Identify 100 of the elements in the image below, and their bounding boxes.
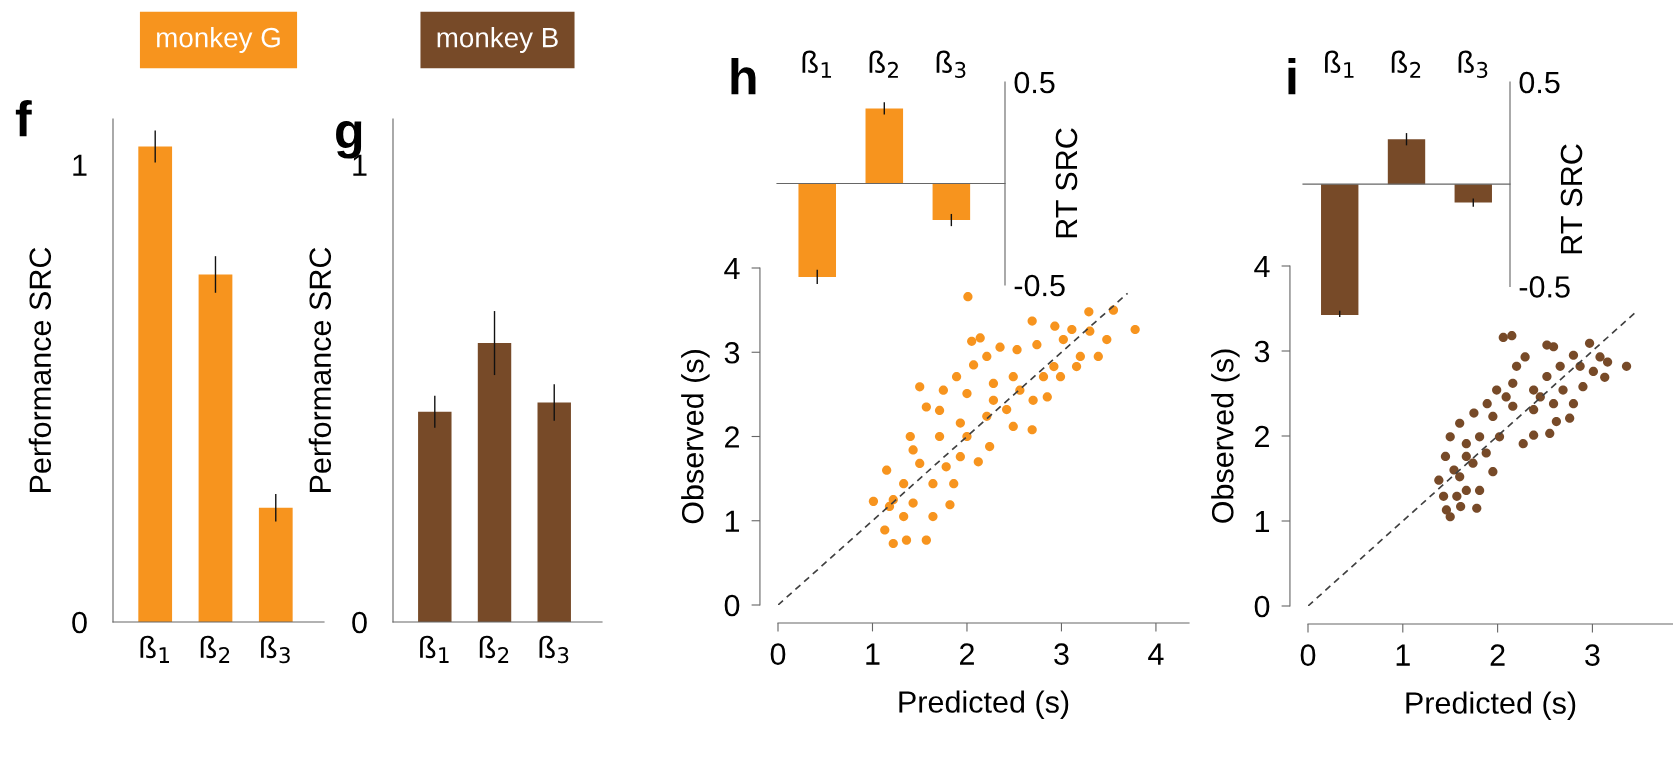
x-tick-label: ß$_{3}$ (539, 635, 569, 664)
point (1529, 405, 1539, 415)
x-tick-label: 2 (1490, 644, 1505, 666)
chart-title: f (15, 100, 32, 137)
point (1461, 439, 1471, 449)
bar (138, 146, 173, 622)
y-tick-label: 2 (1255, 425, 1269, 448)
x-tick-label: ß$_{2}$ (1391, 50, 1421, 78)
point (1488, 411, 1498, 422)
x-tick-label: 4 (1148, 643, 1164, 665)
point (1468, 458, 1478, 468)
point (1461, 485, 1471, 496)
x-tick-label: ß$_{2}$ (479, 635, 509, 663)
y-tick-label: 3 (1254, 340, 1270, 363)
point (1508, 401, 1518, 411)
point (1578, 382, 1588, 392)
bar (537, 402, 571, 622)
y-tick-label: 0 (1254, 595, 1270, 618)
point (1456, 501, 1466, 512)
point (1545, 428, 1555, 439)
x-tick-label: ß$_{1}$ (802, 50, 832, 78)
point (1472, 503, 1482, 513)
x-tick-label: ß$_{3}$ (1458, 50, 1488, 79)
point (1507, 331, 1517, 341)
text: monkey B (437, 27, 558, 53)
point (1455, 418, 1465, 428)
point (1449, 465, 1459, 475)
chart-title: h (731, 58, 756, 95)
x-axis-title: Predicted (s) (1406, 691, 1576, 720)
x-tick-label: 1 (1396, 644, 1410, 666)
text: monkey G (157, 27, 280, 53)
point (1548, 399, 1559, 409)
point (1511, 361, 1522, 371)
point (1588, 366, 1598, 377)
y-tick-label: 2 (725, 426, 739, 448)
x-tick-label: ß$_{1}$ (140, 635, 169, 663)
y-tick-label: 0.5 (1014, 71, 1055, 94)
y-axis-title: Performance SRC (308, 247, 332, 492)
y-axis-title: RT SRC (1560, 144, 1583, 254)
point (1474, 432, 1485, 442)
x-tick-label: ß$_{3}$ (936, 50, 966, 79)
point (1621, 361, 1632, 371)
point (1461, 451, 1471, 462)
point (1474, 485, 1485, 496)
point (1600, 372, 1610, 382)
y-tick-label: 4 (1254, 256, 1270, 278)
x-tick-label: 1 (866, 643, 880, 665)
x-tick-label: 3 (1585, 644, 1600, 666)
point (1551, 416, 1561, 427)
point (1445, 432, 1455, 442)
point (1498, 332, 1508, 343)
y-tick-label: -0.5 (1014, 274, 1065, 297)
x-tick-label: ß$_{2}$ (869, 50, 898, 78)
x-tick-label: ß$_{1}$ (1325, 50, 1354, 78)
point (1445, 512, 1455, 522)
y-tick-label: 0 (724, 594, 740, 617)
x-tick-label: 3 (1054, 643, 1069, 665)
y-tick-label: 0.5 (1519, 71, 1560, 94)
y-tick-label: -0.5 (1519, 276, 1570, 298)
bar (477, 343, 512, 622)
point (1518, 439, 1528, 449)
point (1548, 342, 1559, 352)
point (1492, 385, 1502, 395)
point (1488, 467, 1498, 477)
point (1455, 472, 1465, 482)
bar (418, 411, 452, 622)
point (1434, 475, 1444, 485)
x-tick-label: ß$_{2}$ (200, 635, 230, 663)
point (1529, 385, 1539, 395)
point (1568, 399, 1579, 409)
point (1529, 430, 1539, 440)
chart-title: i (1288, 58, 1296, 95)
point (1565, 413, 1575, 423)
x-tick-label: 2 (960, 643, 974, 665)
point (1452, 491, 1462, 501)
y-axis-title: Performance SRC (28, 247, 52, 492)
x-tick-label: ß$_{1}$ (420, 635, 449, 663)
x-tick-label: 0 (770, 643, 786, 665)
point (1481, 448, 1491, 458)
point (1555, 361, 1565, 371)
y-axis-title: Observed (s) (1211, 349, 1240, 523)
x-axis-title: Predicted (s) (899, 690, 1069, 719)
y-tick-label: 3 (724, 341, 740, 364)
point (1469, 408, 1479, 418)
point (1584, 338, 1595, 348)
bar (258, 507, 293, 622)
y-tick-label: 4 (724, 258, 740, 280)
x-tick-label: ß$_{3}$ (261, 635, 290, 664)
y-axis-title: Observed (s) (681, 350, 710, 524)
point (1482, 399, 1492, 409)
point (1440, 451, 1451, 462)
bar (198, 274, 233, 622)
point (1595, 352, 1605, 362)
point (1438, 491, 1449, 501)
y-tick-label: 1 (1255, 511, 1270, 533)
point (1508, 378, 1518, 388)
point (1501, 392, 1511, 402)
point (1602, 357, 1613, 367)
point (1558, 385, 1568, 395)
x-tick-label: 0 (1300, 644, 1316, 666)
